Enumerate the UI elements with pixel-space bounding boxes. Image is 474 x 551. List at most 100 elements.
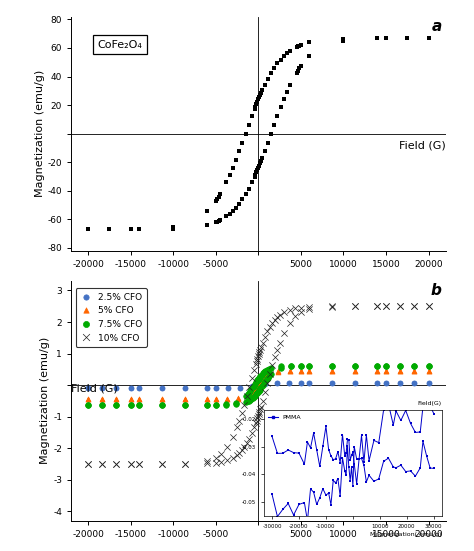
Legend: 2.5% CFO, 5% CFO, 7.5% CFO, 10% CFO: 2.5% CFO, 5% CFO, 7.5% CFO, 10% CFO: [76, 288, 147, 347]
Point: [253, 390, 260, 398]
Point: [283, 88, 291, 96]
5% CFO: [253, 379, 261, 387]
Point: [267, 129, 275, 138]
Point: [254, 381, 262, 390]
5% CFO: [249, 385, 256, 393]
7.5% CFO: [254, 375, 262, 384]
Point: [252, 387, 260, 396]
Point: [260, 377, 268, 386]
Point: [297, 366, 305, 375]
Point: [248, 391, 255, 400]
Point: [382, 366, 390, 375]
7.5% CFO: [249, 383, 256, 392]
7.5% CFO: [181, 400, 188, 409]
Point: [256, 383, 264, 392]
Point: [256, 404, 264, 413]
Point: [127, 383, 135, 392]
Point: [382, 378, 390, 387]
Point: [259, 378, 267, 387]
10% CFO: [203, 457, 211, 466]
Point: [256, 90, 264, 99]
Point: [229, 164, 237, 172]
Point: [251, 105, 258, 114]
Point: [262, 376, 269, 385]
2.5% CFO: [259, 379, 267, 387]
Point: [257, 88, 265, 97]
Point: [248, 383, 256, 392]
10% CFO: [253, 356, 260, 365]
Point: [250, 389, 258, 398]
Point: [328, 302, 336, 311]
Point: [271, 353, 279, 361]
7.5% CFO: [255, 375, 262, 383]
2.5% CFO: [425, 378, 432, 387]
Point: [256, 381, 264, 390]
Point: [273, 378, 281, 387]
Text: Field (G): Field (G): [71, 383, 118, 393]
Point: [328, 361, 336, 370]
7.5% CFO: [297, 361, 305, 370]
Point: [264, 379, 271, 387]
Point: [254, 166, 261, 175]
Point: [232, 203, 240, 212]
2.5% CFO: [351, 378, 358, 387]
Point: [247, 392, 255, 401]
Point: [252, 102, 259, 111]
Point: [181, 395, 188, 404]
10% CFO: [113, 460, 120, 468]
2.5% CFO: [252, 381, 259, 390]
Point: [258, 154, 266, 163]
Point: [258, 380, 265, 389]
Point: [257, 380, 265, 389]
Point: [262, 375, 270, 383]
2.5% CFO: [99, 383, 106, 392]
7.5% CFO: [232, 398, 239, 407]
7.5% CFO: [425, 361, 432, 370]
Point: [257, 381, 264, 390]
Point: [127, 225, 135, 234]
10% CFO: [236, 416, 243, 425]
Point: [136, 383, 143, 392]
Point: [218, 457, 225, 466]
5% CFO: [203, 395, 211, 404]
7.5% CFO: [256, 372, 264, 381]
5% CFO: [410, 366, 418, 375]
Point: [255, 381, 263, 390]
Point: [136, 225, 143, 234]
Point: [113, 383, 120, 392]
Point: [259, 396, 266, 405]
2.5% CFO: [250, 381, 258, 390]
2.5% CFO: [136, 383, 143, 392]
5% CFO: [252, 380, 260, 388]
7.5% CFO: [254, 376, 261, 385]
Point: [216, 216, 224, 225]
Point: [276, 338, 283, 347]
Point: [258, 380, 265, 389]
5% CFO: [264, 369, 271, 378]
Point: [280, 52, 288, 61]
10% CFO: [306, 302, 313, 311]
Point: [340, 34, 347, 43]
5% CFO: [351, 366, 358, 375]
Point: [261, 379, 268, 388]
Point: [203, 207, 211, 215]
Point: [242, 398, 249, 407]
2.5% CFO: [254, 380, 262, 389]
Point: [254, 386, 261, 395]
10% CFO: [351, 302, 358, 311]
7.5% CFO: [247, 385, 255, 393]
7.5% CFO: [265, 365, 273, 374]
Point: [244, 397, 252, 406]
2.5% CFO: [374, 378, 381, 387]
Point: [296, 41, 303, 50]
2.5% CFO: [127, 383, 135, 392]
Point: [254, 386, 262, 395]
10% CFO: [268, 319, 276, 328]
2.5% CFO: [249, 382, 257, 391]
Point: [248, 111, 256, 120]
5% CFO: [286, 366, 293, 375]
Point: [351, 366, 358, 375]
Point: [136, 395, 143, 404]
Point: [403, 34, 411, 42]
5% CFO: [254, 378, 261, 387]
